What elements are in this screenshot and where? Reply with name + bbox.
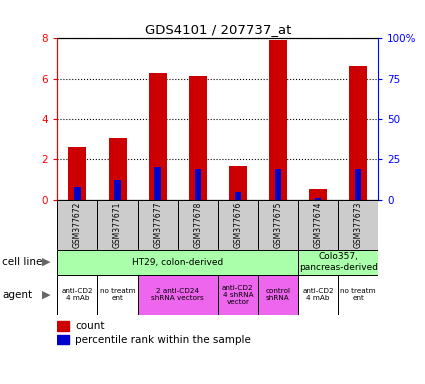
Bar bbox=[138, 275, 218, 315]
Bar bbox=[138, 200, 178, 250]
Text: Colo357,
pancreas-derived: Colo357, pancreas-derived bbox=[299, 252, 378, 272]
Bar bbox=[178, 200, 218, 250]
Bar bbox=[57, 321, 68, 331]
Bar bbox=[298, 250, 378, 275]
Text: GSM377675: GSM377675 bbox=[273, 201, 283, 248]
Text: GSM377677: GSM377677 bbox=[153, 201, 162, 248]
Text: percentile rank within the sample: percentile rank within the sample bbox=[75, 334, 251, 344]
Bar bbox=[97, 275, 138, 315]
Bar bbox=[218, 275, 258, 315]
Bar bbox=[258, 200, 298, 250]
Text: GSM377671: GSM377671 bbox=[113, 202, 122, 248]
Bar bbox=[149, 73, 167, 200]
Text: anti-CD2
4 mAb: anti-CD2 4 mAb bbox=[62, 288, 93, 301]
Bar bbox=[309, 189, 327, 200]
Text: ▶: ▶ bbox=[42, 257, 50, 267]
Bar bbox=[57, 335, 68, 344]
Title: GDS4101 / 207737_at: GDS4101 / 207737_at bbox=[144, 23, 291, 36]
Text: GSM377674: GSM377674 bbox=[314, 201, 323, 248]
Bar bbox=[298, 275, 338, 315]
Text: anti-CD2
4 mAb: anti-CD2 4 mAb bbox=[302, 288, 334, 301]
Bar bbox=[218, 200, 258, 250]
Bar bbox=[189, 76, 207, 200]
Bar bbox=[195, 169, 201, 200]
Bar bbox=[338, 275, 378, 315]
Bar bbox=[155, 167, 161, 200]
Text: GSM377676: GSM377676 bbox=[233, 201, 242, 248]
Bar bbox=[97, 200, 138, 250]
Bar bbox=[57, 200, 97, 250]
Bar bbox=[355, 169, 361, 200]
Bar bbox=[338, 200, 378, 250]
Bar bbox=[315, 198, 321, 200]
Text: control
shRNA: control shRNA bbox=[266, 288, 290, 301]
Text: no treatm
ent: no treatm ent bbox=[100, 288, 135, 301]
Bar bbox=[57, 250, 298, 275]
Text: 2 anti-CD24
shRNA vectors: 2 anti-CD24 shRNA vectors bbox=[151, 288, 204, 301]
Text: agent: agent bbox=[2, 290, 32, 300]
Bar bbox=[57, 275, 97, 315]
Text: GSM377673: GSM377673 bbox=[354, 201, 363, 248]
Bar bbox=[108, 138, 127, 200]
Text: anti-CD2
4 shRNA
vector: anti-CD2 4 shRNA vector bbox=[222, 285, 254, 305]
Text: HT29, colon-derived: HT29, colon-derived bbox=[132, 258, 223, 266]
Text: cell line: cell line bbox=[2, 257, 42, 267]
Text: GSM377678: GSM377678 bbox=[193, 202, 202, 248]
Bar bbox=[74, 187, 81, 200]
Text: no treatm
ent: no treatm ent bbox=[340, 288, 376, 301]
Bar bbox=[235, 192, 241, 200]
Bar bbox=[269, 40, 287, 200]
Bar bbox=[114, 180, 121, 200]
Bar bbox=[229, 166, 247, 200]
Bar bbox=[349, 66, 367, 200]
Bar bbox=[258, 275, 298, 315]
Text: count: count bbox=[75, 321, 105, 331]
Text: ▶: ▶ bbox=[42, 290, 50, 300]
Text: GSM377672: GSM377672 bbox=[73, 202, 82, 248]
Bar bbox=[68, 147, 86, 200]
Bar bbox=[298, 200, 338, 250]
Bar bbox=[275, 169, 281, 200]
